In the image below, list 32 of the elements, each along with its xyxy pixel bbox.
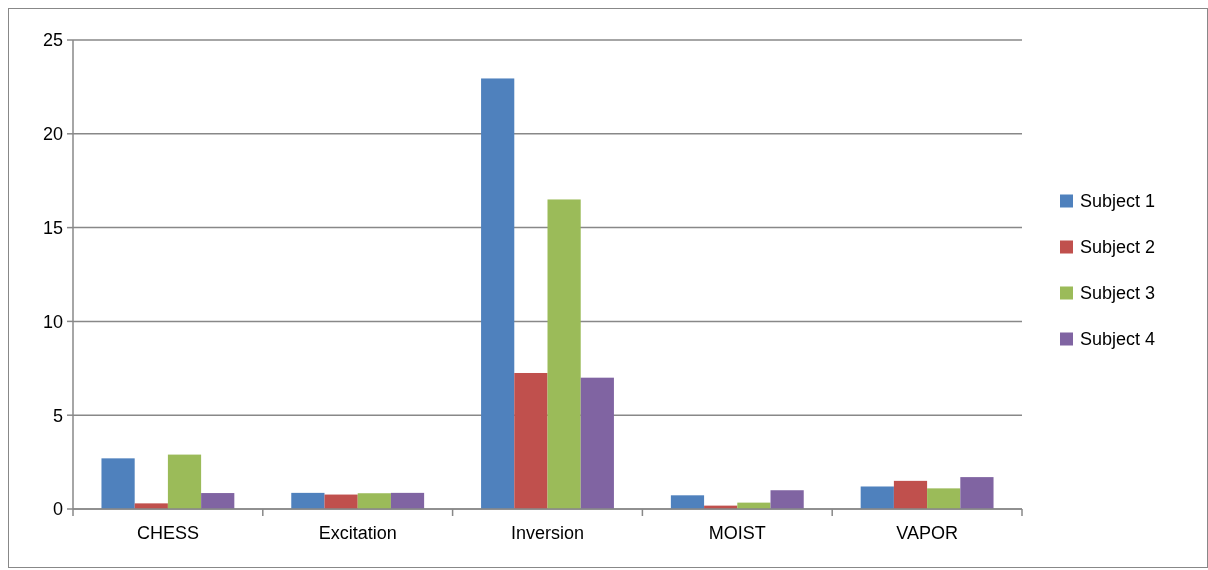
- legend-label: Subject 1: [1080, 191, 1156, 212]
- y-tick-label: 15: [42, 217, 63, 238]
- y-tick-label: 25: [42, 30, 63, 51]
- bar: [357, 493, 391, 509]
- y-tick-label: 0: [52, 499, 63, 520]
- bar: [514, 372, 548, 509]
- bar: [547, 199, 581, 509]
- legend-label: Subject 4: [1080, 329, 1156, 350]
- x-tick-label: Inversion: [510, 523, 585, 543]
- bar: [670, 495, 705, 509]
- bar: [101, 458, 135, 509]
- x-tick-label: MOIST: [708, 523, 766, 543]
- bar: [324, 494, 358, 509]
- bar: [860, 486, 894, 509]
- x-tick-label: Excitation: [318, 523, 397, 543]
- y-tick-label: 10: [42, 311, 63, 332]
- legend-label: Subject 3: [1080, 283, 1156, 304]
- bar: [580, 377, 614, 509]
- y-tick-label: 5: [52, 405, 63, 426]
- x-tick-label: CHESS: [136, 523, 199, 543]
- bar: [960, 477, 994, 509]
- bar: [390, 492, 425, 509]
- bar: [167, 454, 202, 509]
- y-tick-label: 20: [42, 124, 63, 145]
- bar: [481, 78, 515, 509]
- bar: [893, 480, 928, 509]
- bar: [770, 490, 804, 509]
- x-tick-label: VAPOR: [896, 523, 958, 543]
- bar: [927, 488, 961, 509]
- bar: [201, 493, 235, 509]
- bar: [291, 492, 325, 509]
- legend-label: Subject 2: [1080, 237, 1156, 258]
